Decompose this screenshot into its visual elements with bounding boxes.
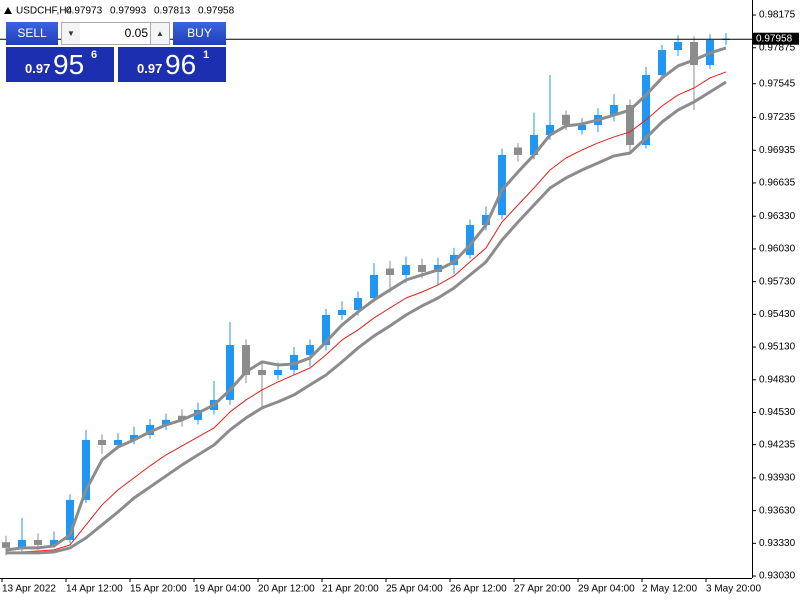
- y-tick-label: 0.95730: [759, 276, 796, 287]
- candle-body: [530, 134, 538, 155]
- candle-body: [418, 264, 426, 272]
- x-tick-label: 14 Apr 12:00: [66, 584, 123, 595]
- sell-button[interactable]: SELL: [6, 22, 58, 45]
- x-tick-label: 19 Apr 04:00: [194, 584, 251, 595]
- candle-body: [226, 344, 234, 400]
- x-tick-label: 13 Apr 2022: [2, 584, 56, 595]
- y-tick-label: 0.94830: [759, 374, 796, 385]
- y-tick-label: 0.95130: [759, 342, 796, 353]
- price-sup: 6: [91, 49, 98, 61]
- candle-body: [674, 41, 682, 51]
- ohlc-close: 0.97958: [198, 6, 235, 17]
- y-tick-label: 0.93330: [759, 538, 796, 549]
- y-tick-label: 0.96030: [759, 244, 796, 255]
- y-tick-label: 0.94235: [759, 439, 796, 450]
- ohlc-low: 0.97813: [154, 6, 191, 17]
- candle-body: [82, 439, 90, 500]
- moving-average: [6, 80, 727, 555]
- x-tick-label: 15 Apr 20:00: [130, 584, 187, 595]
- price-big: 96: [165, 49, 197, 80]
- y-tick-label: 0.93030: [759, 571, 796, 582]
- candle-body: [338, 309, 346, 316]
- candle-body: [66, 499, 74, 540]
- volume-input[interactable]: 0.05: [80, 22, 150, 45]
- collapse-triangle[interactable]: [4, 7, 12, 14]
- candle-body: [546, 124, 554, 135]
- candle-body: [626, 105, 634, 146]
- candle-body: [690, 41, 698, 65]
- candle-body: [306, 344, 314, 355]
- x-tick-label: 29 Apr 04:00: [578, 584, 635, 595]
- candle-body: [50, 539, 58, 545]
- candle-body: [354, 297, 362, 310]
- candle-body: [274, 369, 282, 375]
- candle-body: [258, 369, 266, 375]
- sell-price[interactable]: 0.97 95 6: [6, 47, 114, 82]
- candle-body: [162, 419, 170, 425]
- candle-body: [146, 424, 154, 435]
- volume-up[interactable]: ▲: [150, 22, 170, 45]
- candle-body: [562, 114, 570, 125]
- x-tick-label: 21 Apr 20:00: [322, 584, 379, 595]
- candle-body: [178, 415, 186, 420]
- buy-price[interactable]: 0.97 96 1: [118, 47, 226, 82]
- candle-body: [514, 147, 522, 155]
- candle-body: [658, 50, 666, 76]
- y-tick-label: 0.97875: [759, 42, 796, 53]
- price-big: 95: [53, 49, 85, 80]
- y-tick-label: 0.97545: [759, 78, 796, 89]
- price-head: 0.97: [25, 61, 51, 76]
- candle-body: [402, 264, 410, 275]
- x-tick-label: 3 May 20:00: [706, 584, 761, 595]
- candle-body: [610, 105, 618, 116]
- last-price-box: [753, 32, 799, 45]
- y-tick-label: 0.97235: [759, 112, 796, 123]
- y-tick-label: 0.96330: [759, 211, 796, 222]
- candle-body: [34, 539, 42, 545]
- y-tick-label: 0.98175: [759, 10, 796, 21]
- last-price-label: 0.97958: [756, 33, 793, 44]
- y-tick-label: 0.95430: [759, 309, 796, 320]
- y-tick-label: 0.93630: [759, 505, 796, 516]
- candle-body: [642, 75, 650, 146]
- price-head: 0.97: [137, 61, 163, 76]
- volume-down[interactable]: ▼: [61, 22, 81, 45]
- candle-body: [322, 315, 330, 345]
- x-tick-label: 20 Apr 12:00: [258, 584, 315, 595]
- one-click-trading: SELL ▼ 0.05 ▲ BUY 0.97 95 6 0.97 96 1: [6, 22, 226, 82]
- candle-body: [194, 409, 202, 420]
- moving-average: [6, 71, 727, 553]
- x-tick-label: 26 Apr 12:00: [450, 584, 507, 595]
- symbol-label: USDCHF,H4: [16, 6, 73, 17]
- candle-body: [130, 434, 138, 440]
- candle-body: [114, 439, 122, 445]
- candle-body: [466, 224, 474, 255]
- candle-body: [2, 542, 10, 548]
- ohlc-open: 0.97973: [66, 6, 103, 17]
- ohlc-high: 0.97993: [110, 6, 147, 17]
- candle-body: [242, 344, 250, 375]
- y-tick-label: 0.96935: [759, 145, 796, 156]
- candle-body: [98, 439, 106, 445]
- y-tick-label: 0.96635: [759, 178, 796, 189]
- y-tick-label: 0.93930: [759, 473, 796, 484]
- y-tick-label: 0.94530: [759, 407, 796, 418]
- buy-button[interactable]: BUY: [173, 22, 226, 45]
- candle-body: [386, 268, 394, 275]
- price-sup: 1: [203, 49, 210, 61]
- x-tick-label: 27 Apr 20:00: [514, 584, 571, 595]
- candle-body: [370, 274, 378, 298]
- x-tick-label: 2 May 12:00: [642, 584, 697, 595]
- candle-body: [482, 215, 490, 225]
- candle-body: [498, 154, 506, 216]
- candle-body: [18, 539, 26, 548]
- x-tick-label: 25 Apr 04:00: [386, 584, 443, 595]
- moving-average: [5, 46, 727, 552]
- candle-body: [578, 124, 586, 131]
